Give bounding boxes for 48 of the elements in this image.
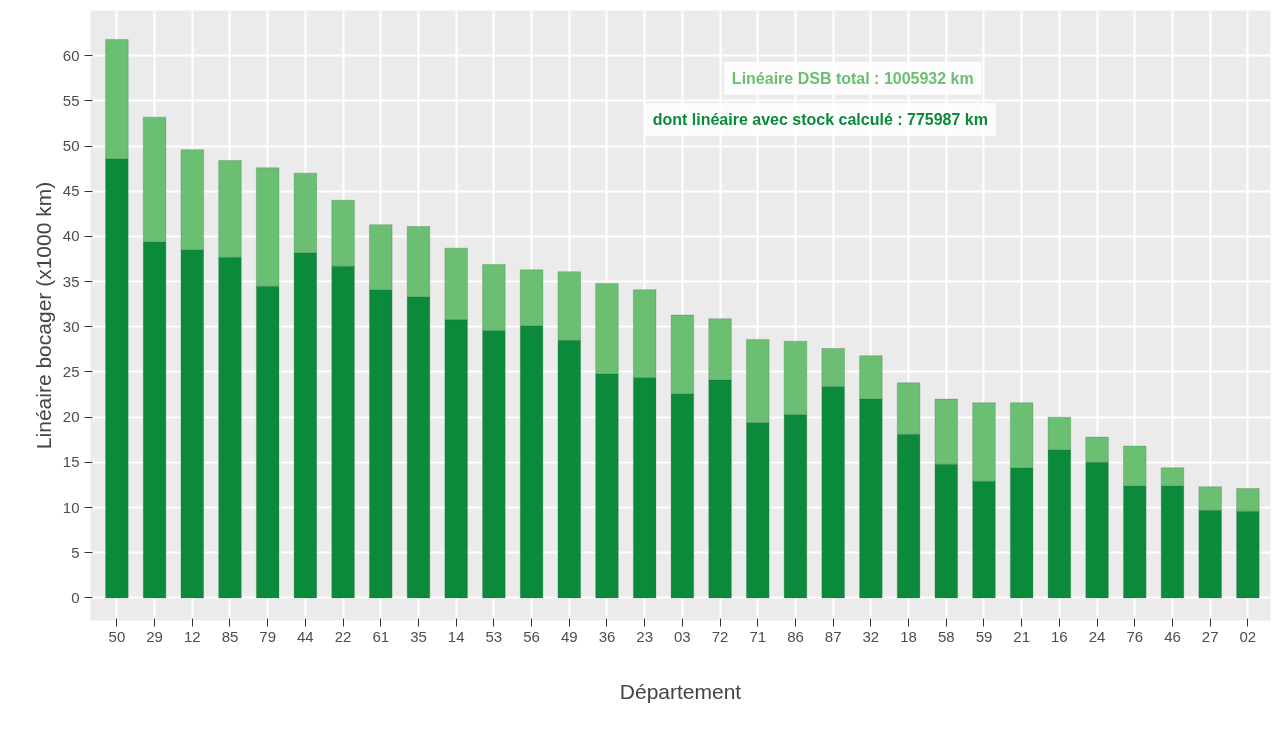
x-tick-label: 44 xyxy=(297,627,314,645)
y-tick-label: 25 xyxy=(62,362,80,380)
y-axis-title: Linéaire bocager (x1000 km) xyxy=(31,181,55,450)
y-tick-label: 15 xyxy=(62,453,80,471)
x-tick-label: 85 xyxy=(221,627,239,645)
x-tick-label: 21 xyxy=(1013,627,1031,645)
x-tick-label: 14 xyxy=(447,627,465,645)
x-tick-label: 29 xyxy=(146,627,163,645)
x-tick-label: 86 xyxy=(787,627,804,645)
x-tick-label: 58 xyxy=(937,627,955,645)
y-tick-label: 45 xyxy=(62,182,80,200)
y-tick-label: 50 xyxy=(62,137,80,155)
x-tick-label: 59 xyxy=(975,627,993,645)
x-tick-label: 61 xyxy=(372,627,390,645)
y-tick-label: 55 xyxy=(62,91,80,109)
x-axis-title: Département xyxy=(619,679,742,703)
y-tick-label: 30 xyxy=(62,317,80,335)
x-tick-label: 72 xyxy=(711,627,729,645)
x-tick-label: 12 xyxy=(183,627,201,645)
x-tick-label: 35 xyxy=(410,627,427,645)
x-tick-label: 76 xyxy=(1126,627,1144,645)
x-tick-label: 79 xyxy=(259,627,277,645)
y-tick-label: 5 xyxy=(71,543,80,561)
annotation: dont linéaire avec stock calculé : 775987 km xyxy=(652,111,988,129)
y-tick-label: 40 xyxy=(62,227,80,245)
x-tick-label: 36 xyxy=(598,627,616,645)
x-tick-label: 22 xyxy=(334,627,352,645)
x-tick-label: 46 xyxy=(1164,627,1181,645)
y-tick-label: 10 xyxy=(62,498,80,516)
x-tick-label: 87 xyxy=(824,627,842,645)
y-tick-label: 0 xyxy=(71,588,80,606)
y-tick-label: 35 xyxy=(62,272,80,290)
annotation: Linéaire DSB total : 1005932 km xyxy=(731,69,974,87)
x-tick-label: 50 xyxy=(108,627,126,645)
y-tick-label: 20 xyxy=(62,408,80,426)
x-tick-label: 32 xyxy=(862,627,880,645)
x-tick-label: 56 xyxy=(523,627,540,645)
x-tick-label: 24 xyxy=(1088,627,1106,645)
x-tick-label: 49 xyxy=(560,627,578,645)
x-tick-label: 23 xyxy=(636,627,654,645)
x-tick-label: 27 xyxy=(1201,627,1219,645)
x-tick-label: 71 xyxy=(749,627,767,645)
x-tick-label: 16 xyxy=(1051,627,1068,645)
x-tick-label: 03 xyxy=(674,627,691,645)
x-tick-label: 02 xyxy=(1239,627,1257,645)
x-tick-label: 18 xyxy=(900,627,917,645)
x-tick-label: 53 xyxy=(485,627,503,645)
y-tick-label: 60 xyxy=(62,46,80,64)
